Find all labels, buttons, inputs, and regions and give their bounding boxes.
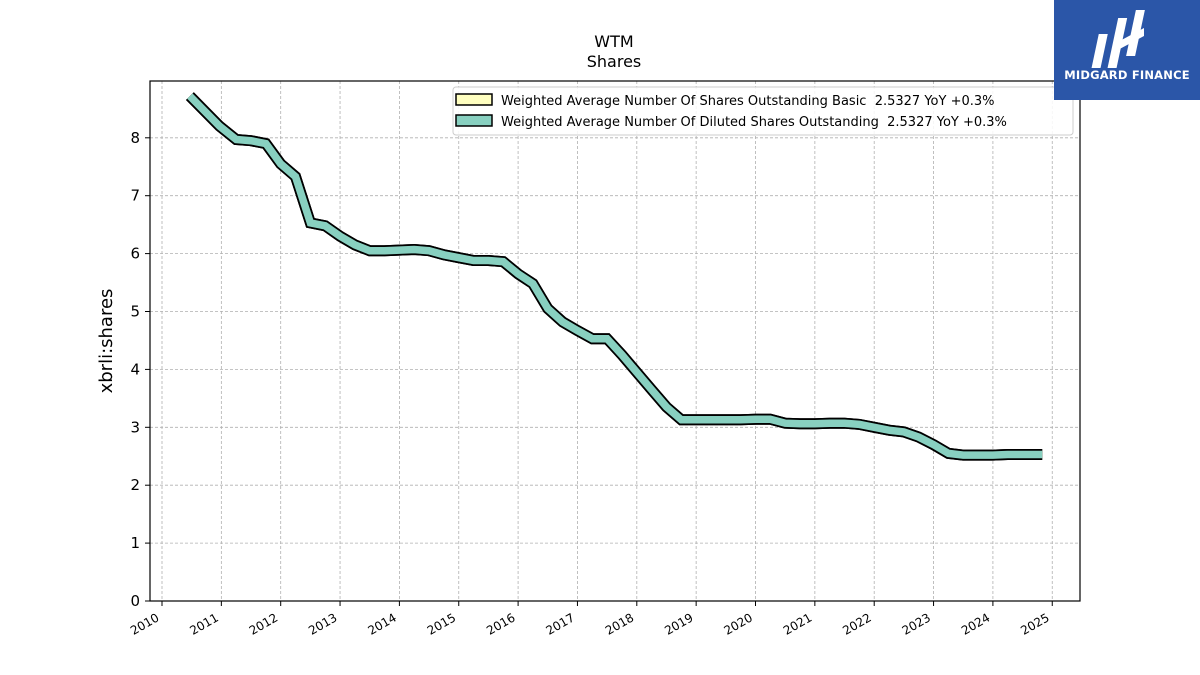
x-tick-label: 2011 bbox=[187, 610, 220, 637]
x-tick-label: 2012 bbox=[247, 610, 280, 637]
y-tick-label: 7 bbox=[130, 187, 140, 205]
x-tick-label: 2015 bbox=[425, 610, 458, 637]
series-line-outline-1 bbox=[185, 92, 1043, 461]
legend-label-diluted: Weighted Average Number Of Diluted Share… bbox=[501, 115, 1007, 130]
plot-area bbox=[149, 80, 1081, 602]
y-tick-label: 6 bbox=[130, 245, 140, 263]
y-tick-label: 5 bbox=[130, 303, 140, 321]
series-line-0 bbox=[187, 93, 1043, 459]
chart-title: WTM bbox=[594, 32, 633, 51]
x-tick-label: 2014 bbox=[365, 610, 398, 637]
y-axis: 0 1 2 3 4 5 6 7 8 bbox=[130, 129, 150, 610]
x-tick-label: 2024 bbox=[959, 610, 992, 637]
midgard-logo-icon bbox=[1091, 10, 1145, 68]
logo-text: MIDGARD FINANCE bbox=[1064, 68, 1190, 82]
series-line-1 bbox=[187, 93, 1043, 459]
x-tick-label: 2022 bbox=[840, 610, 873, 637]
legend-box bbox=[452, 86, 1074, 136]
y-tick-label: 2 bbox=[130, 476, 140, 494]
y-tick-label: 1 bbox=[130, 534, 140, 552]
legend-swatch-basic bbox=[455, 93, 493, 106]
x-tick-label: 2016 bbox=[484, 610, 517, 637]
y-tick-label: 4 bbox=[130, 360, 140, 378]
series-layer bbox=[185, 92, 1043, 461]
x-tick-label: 2010 bbox=[128, 610, 161, 637]
x-tick-label: 2019 bbox=[662, 610, 695, 637]
x-tick-label: 2017 bbox=[543, 610, 576, 637]
legend-swatch-diluted bbox=[455, 114, 493, 127]
y-tick-label: 0 bbox=[130, 592, 140, 610]
midgard-finance-logo: MIDGARD FINANCE bbox=[1054, 0, 1200, 100]
x-tick-label: 2025 bbox=[1018, 610, 1051, 637]
x-axis: 2010 2011 2012 2013 2014 2015 2016 2017 2018 2019… bbox=[128, 601, 1053, 638]
legend-label-basic: Weighted Average Number Of Shares Outsta… bbox=[501, 94, 995, 109]
x-tick-label: 2013 bbox=[306, 610, 339, 637]
legend: Weighted Average Number Of Shares Outsta… bbox=[452, 86, 1074, 136]
chart-subtitle: Shares bbox=[587, 52, 642, 71]
series-line-outline-0 bbox=[185, 92, 1043, 461]
x-tick-label: 2023 bbox=[900, 610, 933, 637]
y-axis-label: xbrli:shares bbox=[96, 289, 117, 394]
x-tick-label: 2020 bbox=[722, 610, 755, 637]
x-tick-label: 2018 bbox=[603, 610, 636, 637]
x-tick-label: 2021 bbox=[781, 610, 814, 637]
y-tick-label: 3 bbox=[130, 418, 140, 436]
y-tick-label: 8 bbox=[130, 129, 140, 147]
